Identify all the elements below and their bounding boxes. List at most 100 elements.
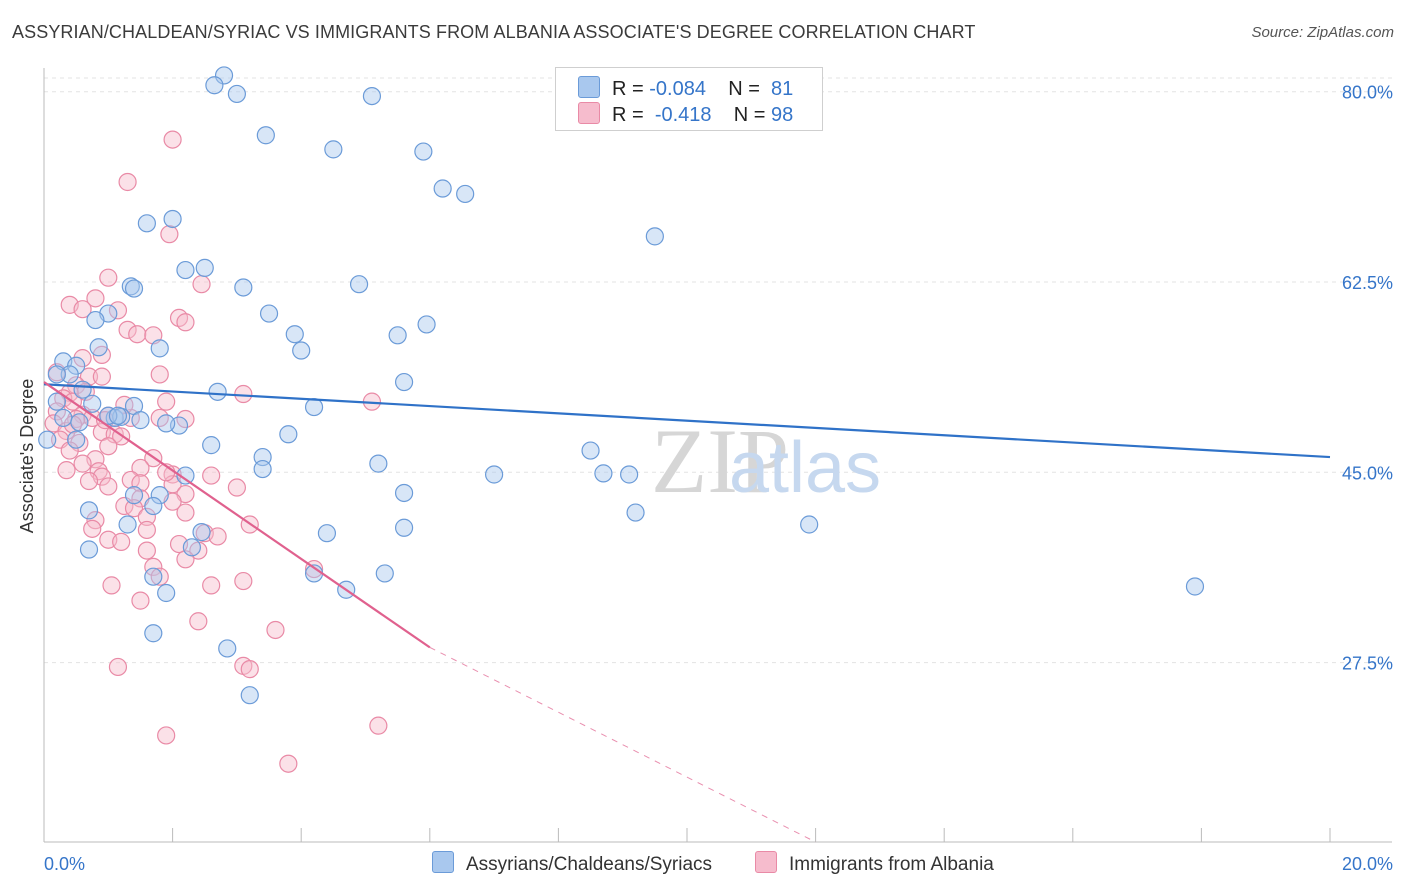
albania-point — [73, 349, 92, 368]
assyrian-point — [317, 524, 337, 543]
assyrian-point — [388, 326, 407, 345]
assyrian-point — [89, 338, 108, 357]
assyrian-point — [626, 503, 645, 522]
albania-point — [202, 576, 221, 595]
albania-point — [266, 620, 285, 640]
assyrian-point — [240, 686, 259, 705]
assyrian-point — [144, 567, 163, 586]
assyrian-point — [324, 140, 343, 159]
tick-labels: 27.5% 45.0% 62.5% 80.0% 0.0% 20.0% — [44, 83, 1393, 874]
assyrian-point — [67, 430, 86, 449]
assyrian-point — [38, 430, 57, 449]
y-tick-label: 62.5% — [1342, 273, 1393, 293]
watermark-atlas: atlas — [729, 428, 881, 508]
assyrian-point — [594, 464, 613, 483]
assyrian-point — [195, 258, 214, 277]
albania-point — [176, 409, 195, 429]
albania-point — [108, 301, 128, 320]
assyrian-point — [79, 501, 99, 520]
albania-point — [208, 527, 227, 546]
albania-point — [189, 612, 208, 631]
albania-point — [131, 458, 150, 478]
assyrian-point — [202, 436, 221, 455]
albania-point — [240, 660, 259, 679]
assyrian-point — [108, 406, 128, 425]
legend-swatch-blue — [578, 76, 600, 98]
bottom-legend-label: Immigrants from Albania — [789, 854, 994, 875]
assyrian-point — [375, 564, 394, 583]
legend-n-label: N = — [728, 78, 760, 100]
albania-point — [137, 520, 156, 540]
albania-point — [137, 541, 156, 560]
assyrian-point — [163, 209, 182, 229]
source-label: Source: ZipAtlas.com — [1251, 24, 1394, 41]
albania-point — [47, 402, 66, 421]
assyrian-point — [369, 454, 388, 473]
albania-point — [67, 409, 86, 429]
albania-point — [137, 507, 156, 526]
albania-point — [150, 567, 169, 586]
assyrian-point — [60, 365, 79, 384]
chart-title: ASSYRIAN/CHALDEAN/SYRIAC VS IMMIGRANTS F… — [12, 22, 976, 42]
assyrian-point — [176, 260, 195, 280]
assyrian-point — [131, 411, 150, 430]
assyrian-point — [620, 465, 639, 484]
assyrian-point — [417, 315, 436, 334]
assyrian-point — [485, 465, 504, 484]
assyrian-point — [121, 277, 140, 296]
albania-point — [369, 716, 388, 735]
albania-point — [108, 657, 128, 677]
legend-swatch-pink — [578, 102, 600, 124]
legend-r-label: R = — [612, 104, 644, 126]
albania-trend-line — [43, 381, 431, 649]
albania-point — [176, 503, 195, 522]
albania-point — [70, 433, 89, 453]
assyrian-point — [234, 278, 253, 297]
assyrian-point — [456, 184, 475, 204]
albania-point — [99, 437, 118, 456]
legend-r-label: R = — [612, 78, 644, 100]
bottom-legend-label: Assyrians/Chaldeans/Syriacs — [466, 854, 713, 875]
trend-lines — [43, 381, 1331, 843]
albania-point — [279, 754, 298, 773]
assyrian-point — [118, 515, 137, 534]
assyrian-point — [182, 538, 201, 557]
albania-point — [60, 441, 79, 460]
assyrian-point — [205, 76, 224, 95]
assyrian-point — [99, 406, 118, 425]
assyrian-point — [349, 275, 369, 294]
assyrian-point — [157, 414, 176, 433]
albania-point — [157, 392, 176, 411]
assyrian-point — [79, 540, 99, 559]
assyrian-point — [253, 459, 272, 479]
albania-point — [227, 478, 246, 497]
assyrian-point — [83, 394, 102, 413]
legend-n-label: N = — [733, 104, 766, 126]
albania-point — [160, 225, 179, 244]
assyrian-point — [394, 372, 414, 392]
bottom-legend-swatch-blue — [432, 851, 454, 873]
assyrian-point — [800, 515, 819, 534]
assyrian-point — [645, 227, 664, 246]
albania-point — [144, 557, 163, 577]
albania-point — [83, 519, 102, 538]
assyrian-point — [259, 304, 279, 323]
assyrian-point — [176, 466, 195, 485]
legend-n-value: 81 — [771, 78, 794, 100]
assyrian-point — [214, 66, 234, 85]
assyrian-point — [124, 279, 144, 298]
legend-r-value: -0.418 — [654, 104, 712, 126]
albania-point — [234, 384, 253, 404]
albania-point — [121, 470, 140, 490]
assyrian-point — [70, 413, 89, 432]
albania-point — [202, 466, 221, 485]
albania-point — [86, 289, 105, 308]
albania-point — [150, 365, 169, 384]
albania-point — [112, 532, 131, 551]
series-assyrian-points — [38, 66, 1205, 705]
assyrian-point — [304, 397, 324, 417]
assyrian-point — [394, 483, 414, 503]
assyrian-point — [256, 126, 275, 145]
y-axis-label: Associate's Degree — [17, 379, 37, 534]
albania-point — [57, 461, 76, 480]
